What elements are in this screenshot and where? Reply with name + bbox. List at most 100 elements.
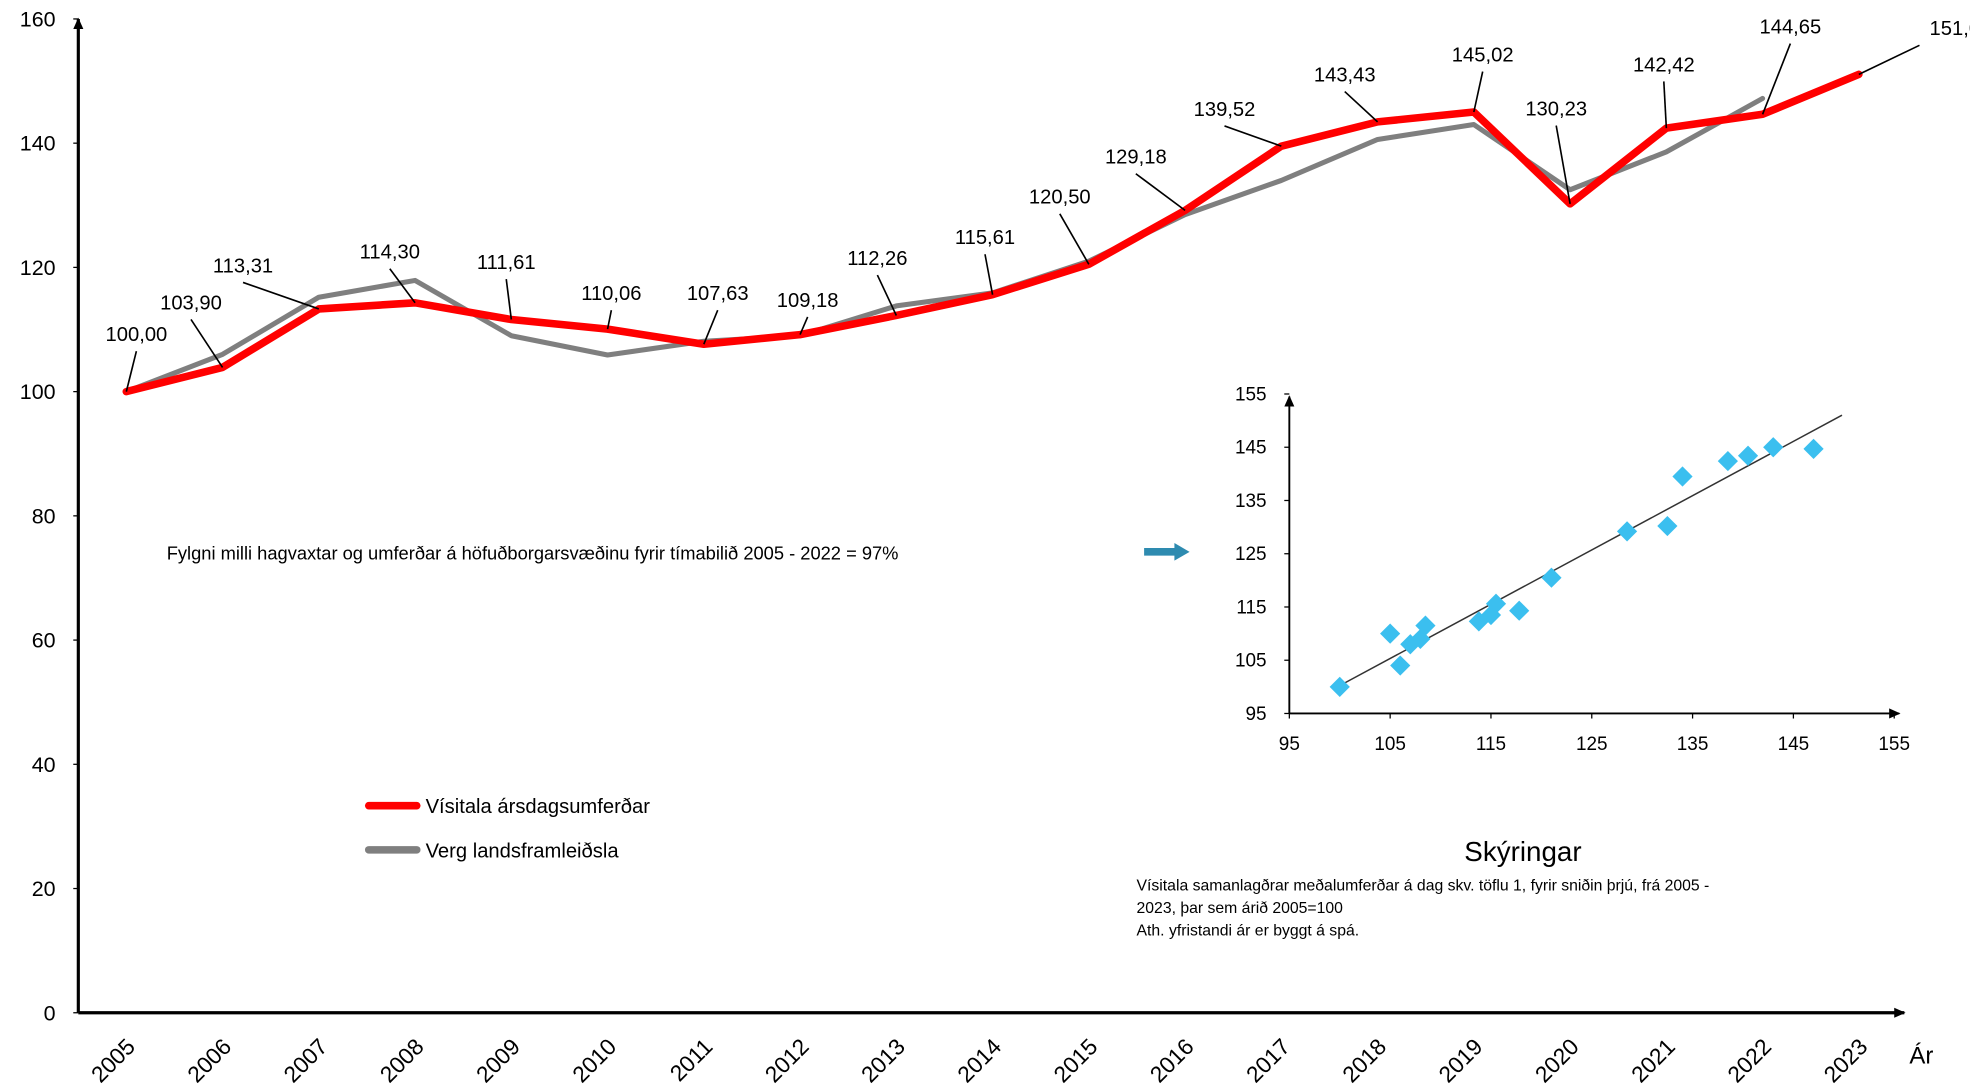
data-label: 111,61: [477, 252, 536, 274]
y-tick-label: 145: [1235, 438, 1267, 459]
data-label: 107,63: [687, 283, 749, 305]
data-label: 129,18: [1105, 147, 1167, 169]
data-label: 139,52: [1194, 99, 1256, 121]
annotation: Fylgni milli hagvaxtar og umferðar á höf…: [167, 542, 899, 563]
x-tick-label: 2023: [1818, 1033, 1872, 1086]
leader-line: [389, 268, 416, 304]
x-tick-label: 2013: [856, 1033, 910, 1086]
scatter-point: [1657, 515, 1678, 537]
notes-line: 2023, þar sem árið 2005=100: [1137, 900, 1344, 917]
y-tick-label: 115: [1236, 597, 1266, 618]
x-tick-label: 155: [1878, 734, 1910, 755]
x-tick-label: 125: [1576, 734, 1608, 755]
y-tick-label: 120: [20, 256, 56, 280]
notes-line: Ath. yfristandi ár er byggt á spá.: [1137, 923, 1360, 940]
data-label: 110,06: [581, 283, 641, 305]
x-tick-label: 2022: [1722, 1033, 1776, 1086]
x-axis-label: Ár: [1909, 1042, 1933, 1069]
data-label: 112,26: [847, 248, 907, 270]
scatter-point: [1672, 466, 1693, 487]
scatter-point: [1616, 521, 1638, 542]
x-tick-label: 2011: [665, 1033, 718, 1086]
leader-line: [1135, 173, 1186, 212]
y-tick-label: 80: [32, 504, 56, 528]
leader-line: [1224, 125, 1282, 147]
x-tick-label: 2019: [1433, 1033, 1487, 1086]
x-tick-label: 115: [1476, 734, 1506, 755]
scatter-point: [1763, 437, 1784, 458]
x-tick-label: 2020: [1530, 1033, 1584, 1086]
x-tick-label: 2006: [182, 1033, 236, 1086]
data-label: 144,65: [1760, 16, 1822, 38]
x-tick-label: 2015: [1048, 1033, 1102, 1086]
x-tick-label: 95: [1279, 734, 1300, 755]
x-tick-label: 2021: [1626, 1033, 1680, 1086]
y-tick-label: 60: [32, 629, 56, 653]
x-tick-label: 2007: [278, 1033, 332, 1086]
data-label: 103,90: [160, 292, 222, 314]
y-tick-label: 105: [1235, 651, 1267, 672]
scatter-point: [1509, 600, 1530, 621]
y-tick-label: 160: [20, 8, 56, 32]
scatter-point: [1737, 445, 1759, 466]
data-label: 130,23: [1525, 98, 1587, 120]
x-tick-label: 2018: [1337, 1033, 1391, 1086]
leader-line: [190, 318, 224, 368]
legend-label: Vísitala ársdagsumferðar: [426, 796, 651, 818]
leader-line: [1663, 81, 1668, 129]
leader-line: [1344, 90, 1379, 123]
leader-line: [703, 309, 719, 345]
scatter-point: [1390, 655, 1411, 676]
data-label: 109,18: [777, 290, 839, 312]
annotation-arrowhead: [1174, 543, 1190, 561]
scatter-point: [1717, 450, 1738, 472]
x-tick-label: 145: [1778, 734, 1810, 755]
x-tick-label: 135: [1677, 734, 1709, 755]
scatter-point: [1380, 623, 1401, 644]
leader-line: [1555, 125, 1571, 204]
leader-line: [1858, 44, 1920, 76]
series-line: [123, 95, 1766, 395]
data-label: 120,50: [1029, 187, 1091, 209]
x-tick-label: 2005: [86, 1033, 140, 1086]
leader-line: [799, 316, 809, 335]
scatter-point: [1541, 567, 1562, 588]
y-tick-label: 135: [1235, 491, 1267, 512]
data-label: 114,30: [360, 242, 420, 264]
y-tick-label: 155: [1235, 384, 1267, 405]
notes-line: Vísitala samanlagðrar meðalumferðar á da…: [1137, 877, 1710, 894]
y-tick-label: 40: [32, 753, 56, 777]
data-label: 115,61: [955, 227, 1015, 249]
leader-line: [1059, 213, 1090, 265]
y-tick-label: 125: [1235, 544, 1267, 565]
leader-line: [1473, 71, 1484, 113]
data-label: 113,31: [213, 255, 273, 277]
scatter-point: [1468, 611, 1489, 632]
scatter-point: [1329, 676, 1350, 697]
data-label: 142,42: [1633, 54, 1695, 76]
y-tick-label: 0: [44, 1001, 56, 1025]
x-tick-label: 2017: [1241, 1033, 1295, 1086]
x-tick-label: 105: [1374, 734, 1406, 755]
y-tick-label: 140: [20, 132, 56, 156]
y-tick-label: 100: [20, 380, 56, 404]
scatter-point: [1803, 438, 1824, 459]
y-tick-label: 20: [32, 877, 56, 901]
x-tick-label: 2008: [375, 1033, 429, 1086]
data-label: 143,43: [1314, 64, 1376, 86]
x-tick-label: 2010: [567, 1033, 621, 1086]
x-tick-label: 2012: [760, 1033, 814, 1086]
leader-line: [1761, 43, 1792, 115]
y-tick-label: 95: [1246, 704, 1267, 725]
leader-line: [876, 274, 898, 316]
x-tick-label: 2016: [1145, 1033, 1199, 1086]
leader-line: [606, 310, 613, 330]
data-label: 145,02: [1452, 44, 1514, 66]
data-label: 100,00: [106, 324, 168, 346]
leader-line: [242, 281, 320, 310]
x-tick-label: 2014: [952, 1033, 1006, 1086]
leader-line: [125, 351, 138, 392]
leader-line: [984, 254, 994, 295]
